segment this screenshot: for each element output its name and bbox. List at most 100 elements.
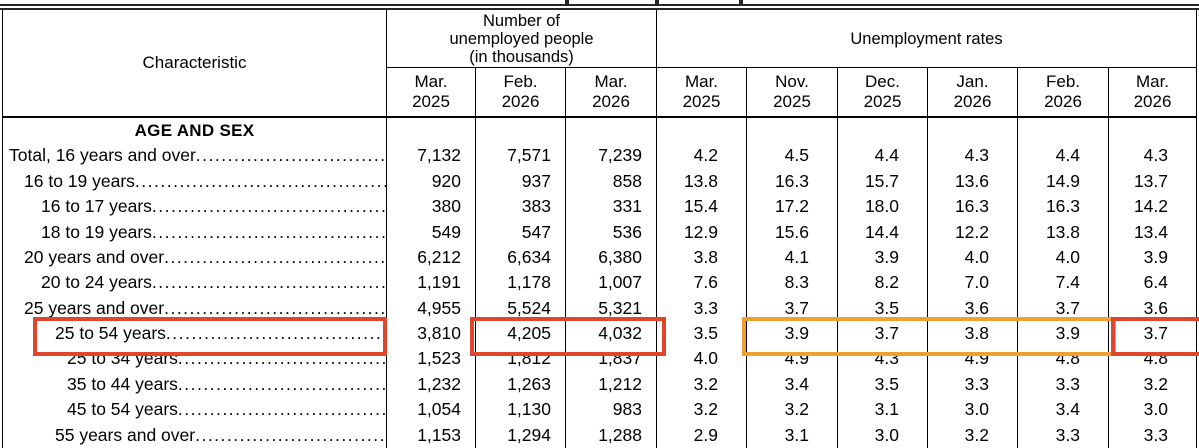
rate-value-cell: 3.1 [837,397,927,423]
rate-value-cell: 3.2 [746,397,837,423]
rate-value-cell: 14.4 [837,219,927,245]
column-header-nov-2025: Nov. 2025 [746,68,837,118]
rate-value-cell: 4.3 [837,346,927,372]
unemployed-value-cell: 6,212 [386,244,475,271]
row-label: 18 to 19 years [3,220,386,245]
section-header: AGE AND SEX [134,121,255,140]
row-label-text: 25 to 54 years [55,323,166,343]
unemployed-value-cell: 1,263 [475,371,565,398]
rate-value-cell: 13.7 [1108,168,1196,195]
column-header-feb-2026: Feb. 2026 [475,68,565,118]
group-header-line: (in thousands) [469,47,574,66]
unemployed-value-cell: 1,153 [386,422,475,448]
dot-leader [196,145,386,165]
dot-leader [164,247,386,267]
dot-leader [152,222,386,242]
unemployed-value-cell: 4,205 [475,321,565,347]
column-header-mar-2026: Mar. 2026 [565,68,656,118]
rate-value-cell: 3.3 [1017,422,1108,448]
rate-value-cell: 3.3 [656,295,746,321]
rate-value-cell: 3.0 [837,422,927,448]
rate-value-cell: 3.4 [746,371,837,398]
row-label-text: 18 to 19 years [41,221,152,242]
row-label-text: 16 to 17 years [41,196,152,217]
row-label-text: 16 to 19 years [24,170,135,191]
rate-value-cell: 3.0 [927,397,1017,423]
dot-leader [178,374,386,394]
year-line: 2026 [953,92,992,111]
unemployed-value-cell: 1,523 [386,346,475,372]
row-label-text: 20 years and over [24,246,165,267]
unemployed-value-cell: 1,288 [565,422,656,448]
rate-value-cell: 3.9 [1108,244,1196,271]
rate-value-cell: 7.0 [927,270,1017,296]
empty-cell [837,118,927,144]
year-line: 2025 [773,92,811,111]
group-header-line: Number of [482,11,561,30]
month-line: Feb. [1045,72,1081,91]
unemployed-value-cell: 1,212 [565,371,656,398]
unemployed-value-cell: 4,955 [386,295,475,321]
dot-leader [178,399,386,419]
year-line: 2026 [592,92,630,111]
unemployed-value-cell: 380 [386,194,475,220]
rate-value-cell: 4.0 [656,346,746,372]
unemployed-value-cell: 1,191 [386,270,475,296]
rate-value-cell: 4.1 [746,244,837,271]
row-label-text: 35 to 44 years [67,373,178,394]
unemployed-value-cell: 7,239 [565,143,656,169]
table-top-double-rule [0,4,1199,10]
rate-value-cell: 3.2 [1108,371,1196,398]
rate-value-cell: 13.4 [1108,219,1196,245]
statistics-table: Characteristic Number of unemployed peopl… [2,10,1197,448]
cropped-title-descender [565,0,569,4]
rate-value-cell: 12.9 [656,219,746,245]
year-line: 2026 [1044,92,1082,111]
rate-value-cell: 3.1 [746,422,837,448]
rate-value-cell: 4.8 [1017,346,1108,372]
rate-value-cell: 16.3 [746,168,837,195]
row-label-text: 25 years and over [24,297,165,318]
year-line: 2026 [1133,92,1172,111]
rate-value-cell: 3.2 [656,397,746,423]
rate-value-cell: 3.0 [1108,397,1196,423]
rate-value-cell: 16.3 [927,194,1017,220]
rate-value-cell: 3.4 [1017,397,1108,423]
rate-value-cell: 3.8 [927,321,1017,347]
rate-value-cell: 3.7 [1017,295,1108,321]
unemployed-value-cell: 536 [565,219,656,245]
rate-value-cell: 4.4 [837,143,927,169]
rate-value-cell: 3.3 [1017,371,1108,398]
unemployed-value-cell: 331 [565,194,656,220]
rate-value-cell: 13.8 [656,168,746,195]
month-line: Feb. [503,72,538,91]
unemployed-value-cell: 7,132 [386,143,475,169]
row-label: 35 to 44 years [3,372,386,397]
month-line: Mar. [594,72,628,91]
dot-leader [164,298,386,318]
unemployed-value-cell: 6,634 [475,244,565,271]
row-label-text: 25 to 34 years [67,348,178,369]
year-line: 2025 [412,92,450,111]
unemployed-value-cell: 1,054 [386,397,475,423]
month-line: Mar. [1135,72,1170,91]
empty-cell [927,118,1017,144]
rate-value-cell: 3.2 [927,422,1017,448]
unemployed-value-cell: 1,837 [565,346,656,372]
dot-leader [152,196,386,216]
rate-value-cell: 3.2 [656,371,746,398]
dot-leader [166,323,386,343]
rate-value-cell: 3.5 [656,321,746,347]
rate-value-cell: 12.2 [927,219,1017,245]
empty-cell [1108,118,1196,144]
unemployed-value-cell: 1,232 [386,371,475,398]
year-line: 2026 [501,92,540,111]
rate-value-cell: 2.9 [656,422,746,448]
unemployed-value-cell: 6,380 [565,244,656,271]
row-label-text: Total, 16 years and over [9,145,196,166]
row-label-text: 45 to 54 years [67,399,178,420]
rate-value-cell: 4.2 [656,143,746,169]
rate-value-cell: 18.0 [837,194,927,220]
rate-value-cell: 15.7 [837,168,927,195]
